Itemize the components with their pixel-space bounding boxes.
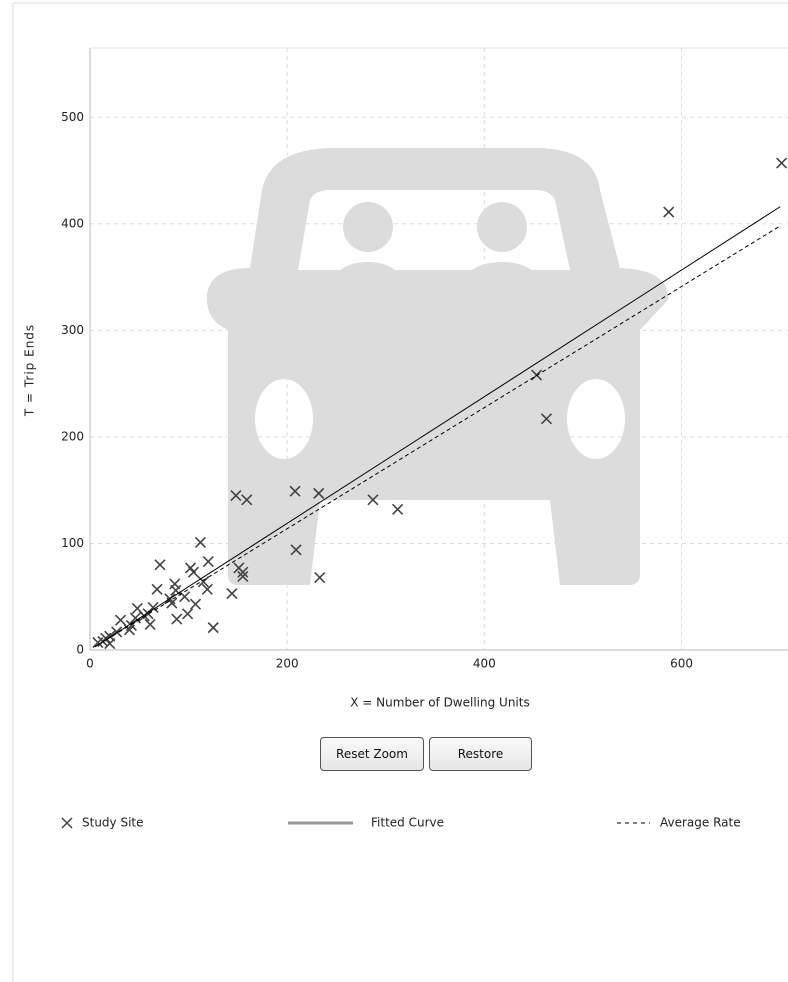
legend-label: Average Rate bbox=[660, 816, 741, 830]
study-site-point bbox=[664, 207, 674, 217]
study-site-point bbox=[203, 557, 213, 567]
study-site-point bbox=[393, 504, 403, 514]
x-tick-label: 200 bbox=[276, 657, 299, 671]
legend-symbol bbox=[62, 818, 72, 828]
chart: X = Number of Dwelling Units T = Trip En… bbox=[0, 0, 788, 982]
study-site-point bbox=[315, 573, 325, 583]
x-tick-label: 600 bbox=[670, 657, 693, 671]
study-site-point bbox=[180, 592, 190, 602]
study-site-point bbox=[170, 579, 180, 589]
reset-zoom-button[interactable]: Reset Zoom bbox=[320, 737, 424, 771]
study-site-point bbox=[124, 625, 134, 635]
study-site-point bbox=[132, 603, 142, 613]
legend-label: Fitted Curve bbox=[371, 816, 444, 830]
legend-label: Study Site bbox=[82, 816, 144, 830]
x-axis-label: X = Number of Dwelling Units bbox=[350, 696, 529, 710]
x-tick-label: 400 bbox=[473, 657, 496, 671]
study-site-point bbox=[152, 584, 162, 594]
y-tick-label: 400 bbox=[61, 216, 84, 230]
y-tick-label: 500 bbox=[61, 110, 84, 124]
y-tick-label: 0 bbox=[76, 643, 84, 657]
study-site-point bbox=[227, 589, 237, 599]
y-axis-label: T = Trip Ends bbox=[23, 324, 37, 417]
study-site-point bbox=[195, 537, 205, 547]
study-site-point bbox=[777, 158, 787, 168]
study-site-point bbox=[186, 563, 196, 573]
study-site-point bbox=[155, 560, 165, 570]
study-site-point bbox=[172, 614, 182, 624]
page: X = Number of Dwelling Units T = Trip En… bbox=[0, 0, 788, 982]
restore-button[interactable]: Restore bbox=[429, 737, 532, 771]
study-site-point bbox=[116, 615, 126, 625]
study-site-point bbox=[208, 623, 218, 633]
study-site-point bbox=[145, 619, 155, 629]
y-tick-label: 200 bbox=[61, 429, 84, 443]
y-tick-label: 300 bbox=[61, 323, 84, 337]
study-site-point bbox=[190, 599, 200, 609]
x-tick-label: 0 bbox=[86, 657, 94, 671]
y-tick-label: 100 bbox=[61, 536, 84, 550]
study-site-point bbox=[183, 609, 193, 619]
